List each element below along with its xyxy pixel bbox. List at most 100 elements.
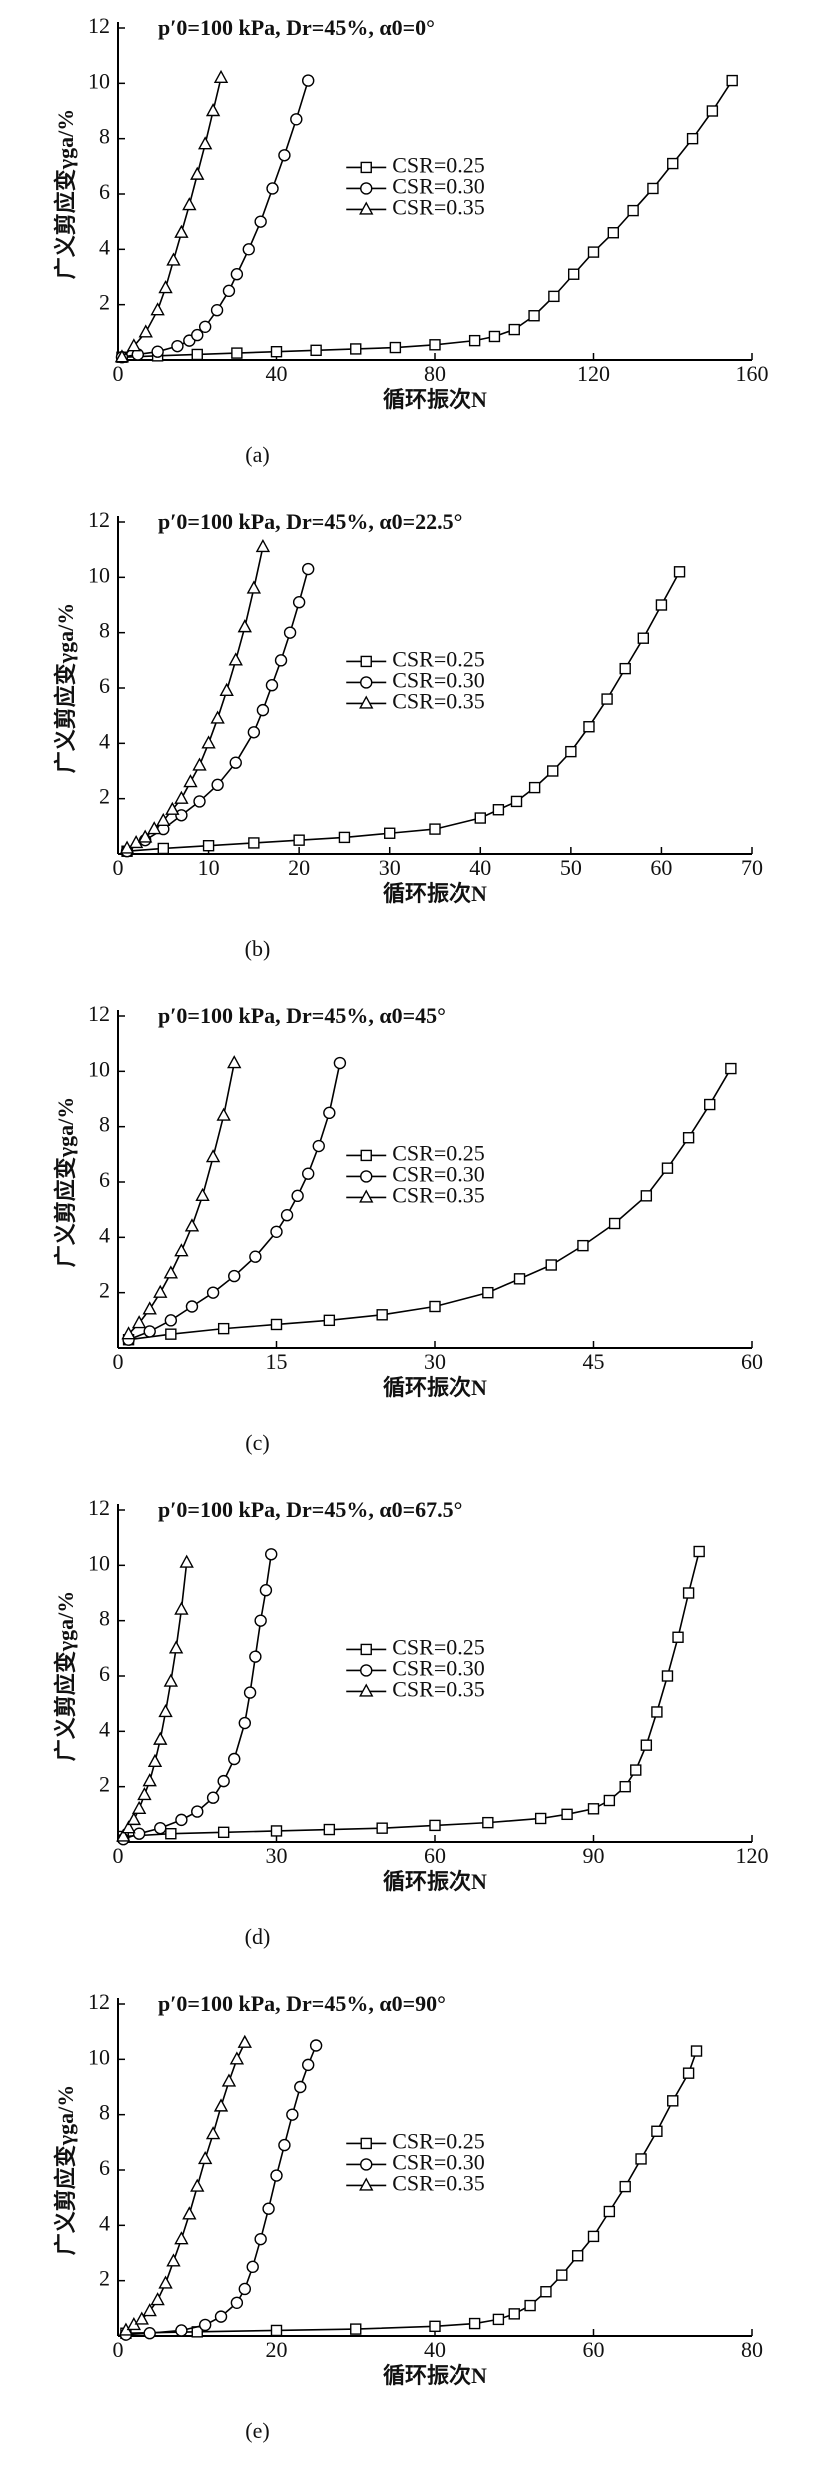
marker xyxy=(577,1239,589,1252)
x-tick-label: 0 xyxy=(113,855,124,880)
y-tick-label: 4 xyxy=(99,728,110,753)
marker xyxy=(210,304,224,317)
legend-marker xyxy=(360,1170,373,1183)
marker xyxy=(197,2150,213,2165)
marker xyxy=(182,2206,197,2220)
x-tick-label: 40 xyxy=(424,2337,446,2362)
marker xyxy=(338,831,351,844)
marker xyxy=(619,662,631,675)
marker xyxy=(667,157,679,170)
marker xyxy=(121,1326,136,1340)
marker xyxy=(216,1107,231,1121)
y-tick-label: 2 xyxy=(99,1772,110,1797)
marker xyxy=(237,2034,252,2048)
x-tick-label: 60 xyxy=(741,1349,763,1374)
series-line xyxy=(126,568,309,852)
legend-marker xyxy=(359,2177,374,2191)
marker xyxy=(309,2039,323,2052)
x-tick-label: 30 xyxy=(379,855,401,880)
marker xyxy=(534,1812,547,1825)
marker xyxy=(673,566,686,578)
series-line xyxy=(121,80,309,359)
marker xyxy=(429,2320,441,2333)
chart: 0 40 80 120 160 2 4 6 8 10 12 p′0=100 kPa, Dr=45%, … xyxy=(53,13,768,467)
x-tick-label: 60 xyxy=(583,2337,605,2362)
marker xyxy=(206,1791,220,1804)
y-tick-label: 10 xyxy=(88,2044,110,2069)
marker xyxy=(151,345,164,358)
marker xyxy=(126,338,142,352)
marker xyxy=(627,204,639,217)
marker xyxy=(603,1794,616,1807)
marker xyxy=(174,224,189,238)
y-tick-label: 12 xyxy=(88,1001,110,1026)
marker xyxy=(166,2253,181,2267)
legend-marker xyxy=(359,695,374,709)
marker xyxy=(202,840,215,852)
marker xyxy=(601,693,613,705)
marker xyxy=(283,626,297,639)
marker xyxy=(179,1554,194,1568)
marker xyxy=(587,246,600,258)
marker xyxy=(164,1314,178,1327)
marker xyxy=(323,1106,336,1120)
marker xyxy=(193,795,206,808)
marker xyxy=(686,132,699,145)
marker xyxy=(142,2303,157,2317)
x-tick-label: 80 xyxy=(424,361,446,386)
series-line xyxy=(121,77,222,358)
marker xyxy=(248,837,260,849)
marker xyxy=(190,166,205,180)
marker xyxy=(230,268,244,281)
marker xyxy=(556,2269,568,2281)
marker xyxy=(429,1819,441,1832)
marker xyxy=(474,812,486,824)
marker xyxy=(174,2231,189,2245)
marker xyxy=(293,834,305,846)
y-tick-label: 12 xyxy=(88,507,110,532)
marker xyxy=(158,280,173,294)
legend-marker xyxy=(359,1189,374,1203)
marker xyxy=(174,1243,189,1257)
marker xyxy=(270,346,283,358)
marker xyxy=(266,182,279,195)
marker xyxy=(376,1309,388,1321)
marker xyxy=(166,252,181,266)
y-tick-label: 2 xyxy=(99,784,110,809)
marker xyxy=(302,2058,315,2072)
legend-marker xyxy=(360,1149,372,1162)
marker xyxy=(206,1286,220,1299)
marker xyxy=(510,795,523,808)
marker xyxy=(246,2260,259,2274)
marker xyxy=(228,1269,241,1283)
x-tick-label: 30 xyxy=(266,1843,288,1868)
x-axis-label: 循环振次N xyxy=(383,1375,487,1400)
marker xyxy=(150,302,165,316)
marker xyxy=(132,1827,146,1840)
y-tick-label: 12 xyxy=(88,13,110,38)
marker xyxy=(213,2098,229,2112)
marker xyxy=(482,1286,494,1299)
marker xyxy=(302,74,315,87)
y-tick-label: 8 xyxy=(99,2100,110,2125)
marker xyxy=(249,1650,262,1663)
series-line xyxy=(128,1062,341,1341)
panel-label: (b) xyxy=(245,936,271,961)
y-tick-label: 8 xyxy=(99,124,110,149)
marker xyxy=(131,1315,147,1329)
marker xyxy=(246,580,262,594)
marker xyxy=(259,1584,273,1597)
y-tick-label: 4 xyxy=(99,234,110,259)
marker xyxy=(143,1325,156,1338)
legend-label: CSR=0.35 xyxy=(392,1676,485,1701)
marker xyxy=(254,2232,267,2246)
marker xyxy=(274,654,288,667)
marker xyxy=(147,1753,163,1767)
marker xyxy=(221,2073,237,2087)
marker xyxy=(147,821,162,835)
marker xyxy=(429,823,441,835)
marker xyxy=(286,2108,299,2121)
marker xyxy=(651,2125,663,2137)
marker xyxy=(183,774,198,788)
marker xyxy=(254,1614,267,1627)
